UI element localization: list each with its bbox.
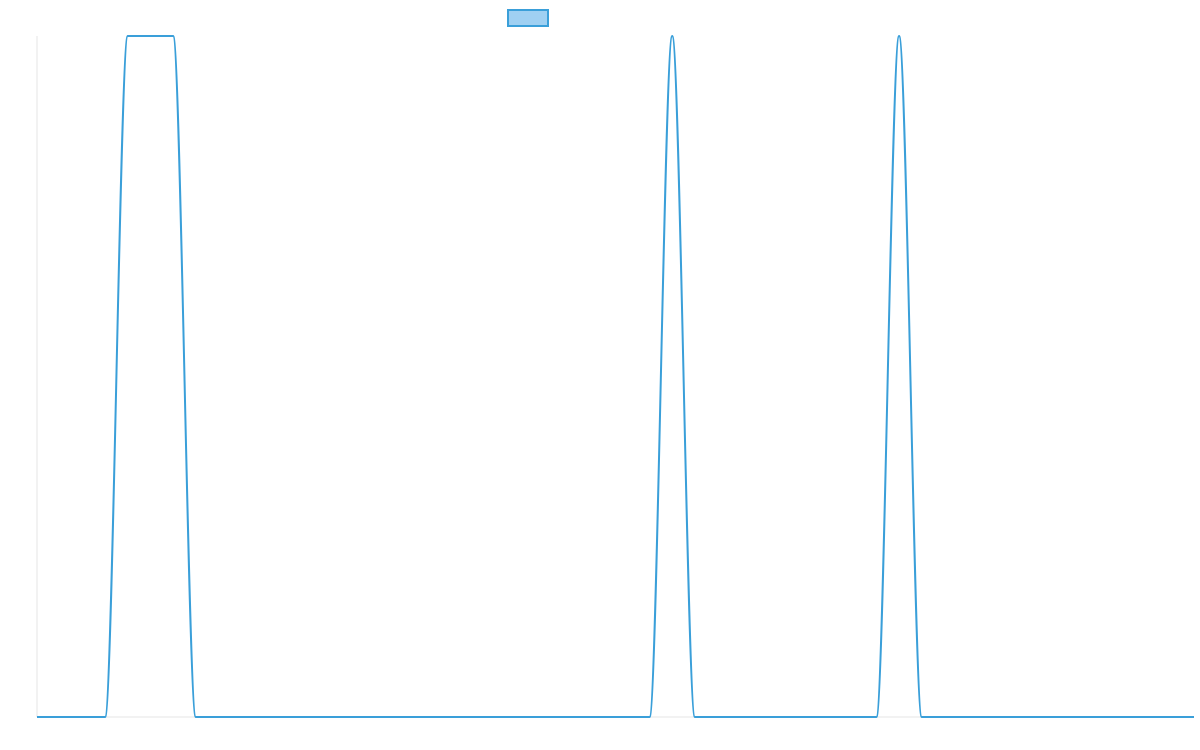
legend-swatch	[507, 9, 549, 27]
series-line-0	[36, 35, 1194, 719]
